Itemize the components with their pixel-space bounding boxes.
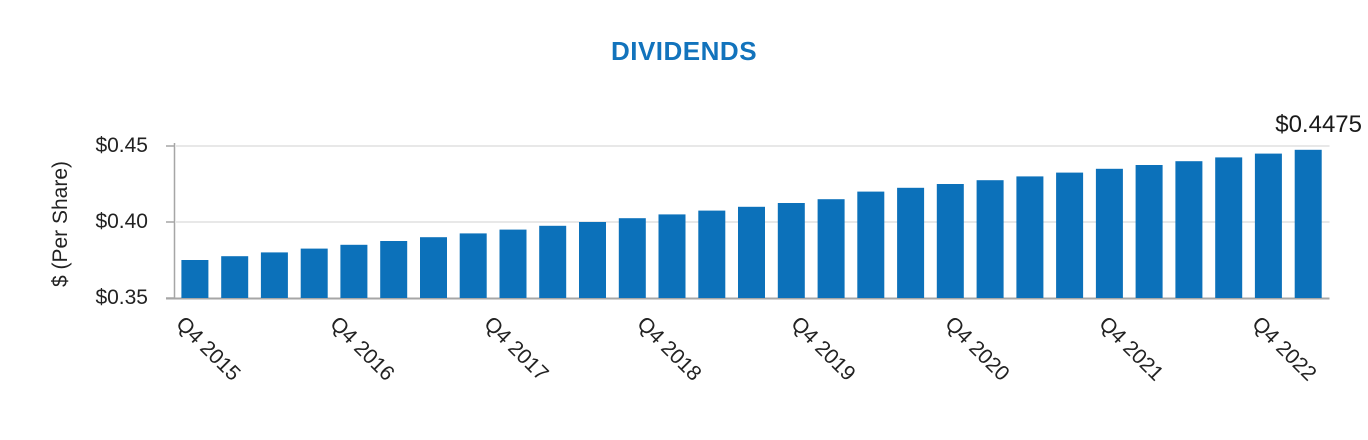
bar-q3-2020 [936,184,964,298]
chart-title: DIVIDENDS [610,36,758,66]
bar-q1-2019 [698,210,726,298]
bar-q4-2019 [817,199,845,298]
y-tick-label: $0.35 [95,286,148,309]
bar-q4-2022 [1294,149,1322,298]
bar-q1-2016 [221,256,249,298]
bar-q2-2021 [1056,172,1084,298]
bar-q3-2018 [618,218,646,298]
bar-q4-2016 [340,244,368,298]
bar-q3-2019 [777,203,805,298]
bar-q1-2022 [1175,161,1203,298]
bar-q4-2021 [1135,165,1163,298]
bar-q3-2016 [300,248,328,298]
bar-q1-2020 [857,191,885,298]
bar-q3-2017 [459,233,487,298]
bar-q2-2020 [897,187,925,298]
bar-q1-2018 [539,225,567,298]
bar-q1-2021 [1016,176,1044,298]
y-tick-label: $0.45 [95,134,148,157]
bar-q4-2020 [976,180,1004,298]
bar-q2-2017 [420,237,447,298]
last-bar-data-label: $0.4475 [1275,111,1362,138]
bar-q2-2019 [738,206,765,298]
bar-q1-2017 [380,241,408,298]
y-tick-label: $0.40 [95,210,148,233]
bar-q4-2018 [658,214,686,298]
bar-q2-2018 [579,222,606,298]
bar-q4-2017 [499,229,527,298]
bar-q3-2021 [1095,168,1123,298]
bar-q2-2022 [1215,157,1243,298]
bar-q3-2022 [1254,153,1282,298]
bar-q2-2016 [260,252,288,298]
bar-q4-2015 [181,260,209,298]
